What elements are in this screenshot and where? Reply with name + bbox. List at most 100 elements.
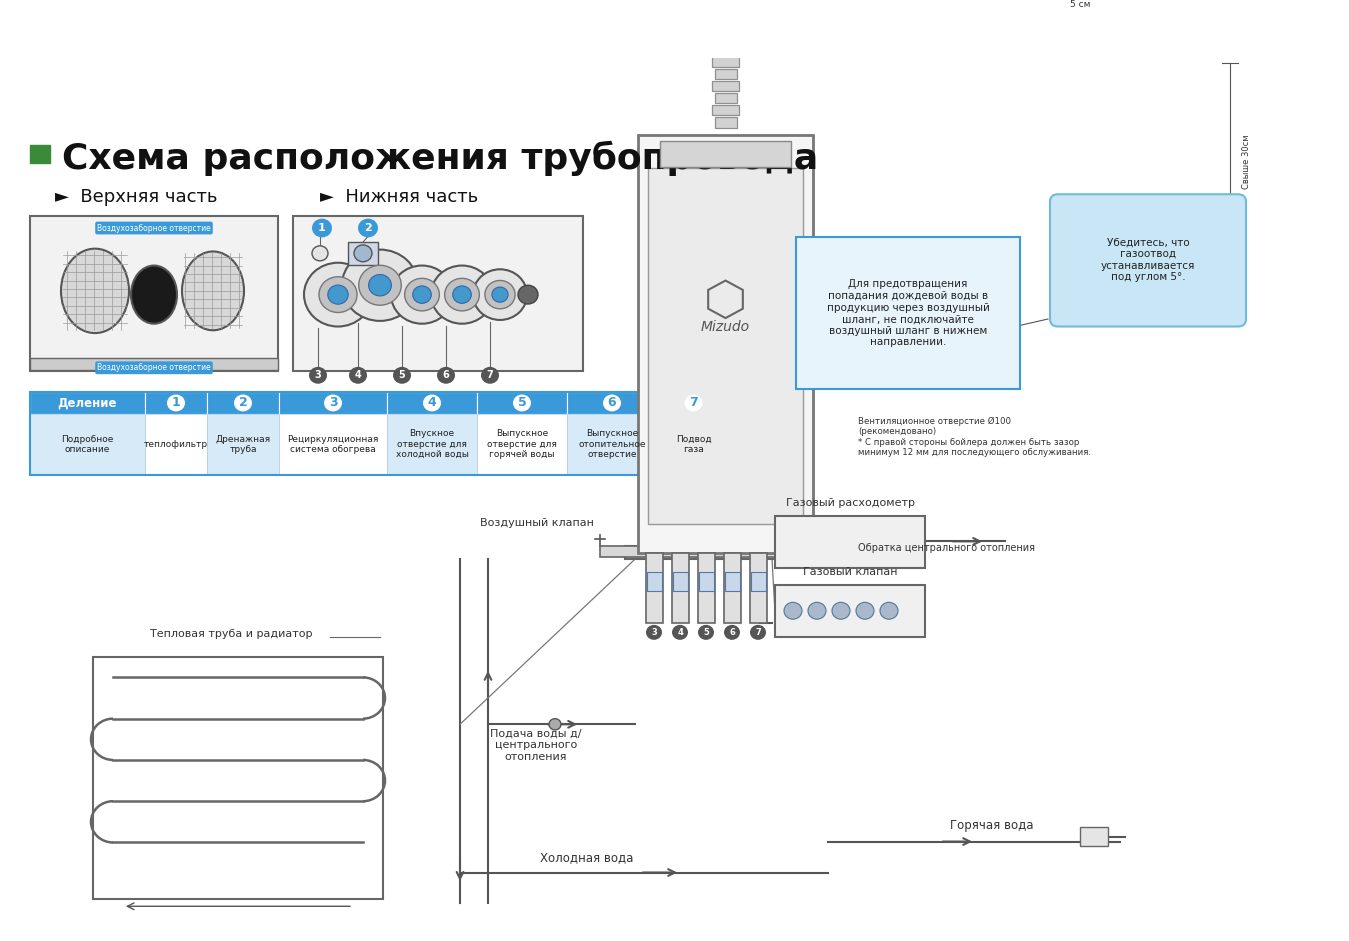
- Bar: [1184, 413, 1349, 437]
- Bar: [1184, 295, 1349, 318]
- Bar: [672, 552, 689, 623]
- Bar: [1184, 85, 1349, 108]
- Bar: [1050, 285, 1098, 303]
- Bar: [1184, 478, 1349, 502]
- Bar: [1050, 605, 1098, 623]
- Text: Горячая вода: Горячая вода: [950, 819, 1033, 832]
- Bar: [1184, 636, 1349, 660]
- Bar: [1050, 481, 1098, 499]
- Bar: [1184, 610, 1349, 633]
- Bar: [1050, 636, 1098, 654]
- Text: Деление: Деление: [58, 396, 117, 409]
- Bar: [1050, 853, 1098, 870]
- Text: Холодная вода: Холодная вода: [540, 851, 634, 864]
- Circle shape: [724, 625, 741, 640]
- Text: теплофильтр: теплофильтр: [144, 439, 208, 449]
- Text: Подача воды д/
центрального
отопления: Подача воды д/ центрального отопления: [490, 728, 581, 761]
- Bar: [1050, 574, 1098, 592]
- Bar: [1050, 389, 1098, 407]
- Bar: [1050, 141, 1098, 159]
- Bar: [774, 516, 925, 567]
- Bar: [1184, 151, 1349, 173]
- Text: 4: 4: [355, 371, 362, 380]
- Bar: [1184, 281, 1349, 305]
- Text: Газовый расходометр: Газовый расходометр: [785, 498, 915, 508]
- Circle shape: [513, 394, 532, 411]
- Bar: [1184, 715, 1349, 739]
- Text: 6: 6: [607, 396, 616, 409]
- Bar: [1050, 451, 1098, 469]
- Bar: [715, 44, 737, 55]
- Bar: [1050, 564, 1098, 582]
- Text: 7: 7: [755, 628, 761, 637]
- Bar: [478, 414, 567, 475]
- Bar: [1050, 750, 1098, 768]
- Bar: [206, 414, 279, 475]
- Circle shape: [430, 265, 492, 324]
- Text: 4: 4: [677, 628, 683, 637]
- Bar: [715, 20, 737, 30]
- Bar: [1184, 426, 1349, 450]
- Bar: [724, 572, 741, 591]
- Bar: [1184, 912, 1349, 935]
- Bar: [1050, 688, 1098, 706]
- Text: Подвод
газа: Подвод газа: [676, 435, 711, 454]
- Text: Рециркуляционная
система обогрева: Рециркуляционная система обогрева: [287, 435, 379, 454]
- Bar: [1050, 316, 1098, 334]
- Bar: [1184, 859, 1349, 883]
- Text: Подробное
описание: Подробное описание: [61, 435, 113, 454]
- Bar: [1184, 544, 1349, 567]
- Ellipse shape: [182, 251, 244, 330]
- Circle shape: [233, 394, 252, 411]
- Bar: [1050, 69, 1098, 87]
- Ellipse shape: [131, 265, 177, 324]
- Bar: [567, 392, 657, 414]
- Bar: [1050, 543, 1098, 561]
- Bar: [1184, 504, 1349, 528]
- Circle shape: [359, 265, 401, 305]
- Circle shape: [492, 287, 509, 302]
- Bar: [1050, 491, 1098, 509]
- Circle shape: [437, 367, 455, 384]
- Circle shape: [424, 394, 441, 411]
- Bar: [1050, 915, 1098, 933]
- Bar: [1184, 268, 1349, 292]
- Bar: [1184, 728, 1349, 752]
- Bar: [1050, 884, 1098, 901]
- Bar: [1050, 626, 1098, 644]
- Bar: [478, 392, 567, 414]
- Circle shape: [349, 367, 367, 384]
- Circle shape: [413, 286, 432, 303]
- Bar: [712, 8, 739, 18]
- Ellipse shape: [61, 248, 130, 333]
- Bar: [1184, 623, 1349, 646]
- Bar: [1184, 676, 1349, 699]
- Circle shape: [318, 277, 357, 312]
- Circle shape: [453, 286, 471, 303]
- Bar: [1184, 176, 1349, 199]
- Bar: [1050, 771, 1098, 788]
- Bar: [1050, 502, 1098, 519]
- Text: Свыше 30см: Свыше 30см: [1242, 135, 1251, 188]
- Bar: [1050, 368, 1098, 386]
- Bar: [750, 552, 768, 623]
- Bar: [1184, 793, 1349, 817]
- Bar: [1050, 152, 1098, 169]
- Bar: [1184, 111, 1349, 135]
- Bar: [712, 105, 739, 116]
- Bar: [1050, 213, 1098, 231]
- Text: ►  Нижняя часть: ► Нижняя часть: [320, 188, 479, 206]
- Text: Воздухозаборное отверстие: Воздухозаборное отверстие: [97, 363, 210, 373]
- Bar: [30, 215, 278, 371]
- Bar: [1050, 192, 1098, 210]
- Bar: [1050, 729, 1098, 747]
- Bar: [1050, 162, 1098, 179]
- Text: 3: 3: [314, 371, 321, 380]
- Bar: [699, 572, 714, 591]
- Text: Обратка центрального отопления: Обратка центрального отопления: [858, 543, 1035, 553]
- Bar: [712, 32, 739, 42]
- Bar: [293, 215, 583, 371]
- Bar: [348, 242, 378, 264]
- Bar: [1050, 709, 1098, 726]
- Text: 5°: 5°: [1149, 307, 1164, 320]
